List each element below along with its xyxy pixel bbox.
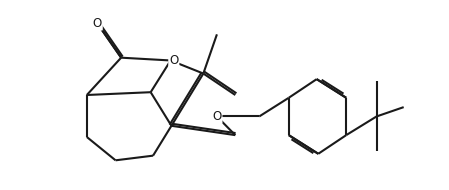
Text: O: O xyxy=(212,110,221,123)
Text: O: O xyxy=(169,54,178,67)
Text: O: O xyxy=(92,17,102,30)
